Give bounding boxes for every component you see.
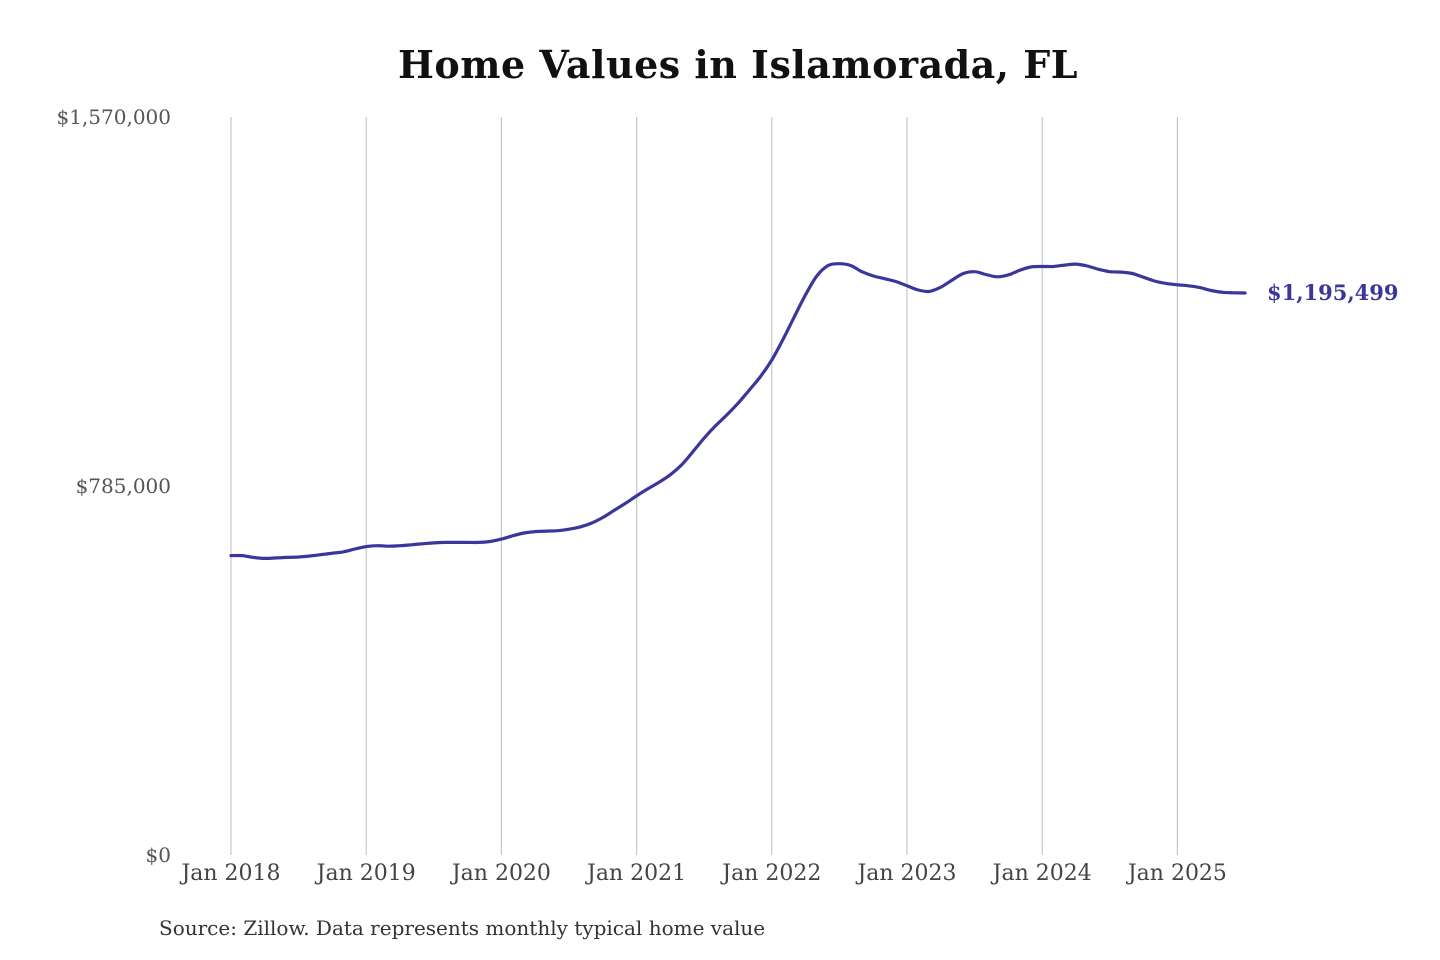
end-label-layer: $1,195,499	[1267, 280, 1399, 305]
source-note: Source: Zillow. Data represents monthly …	[159, 916, 766, 940]
y-tick-label: $0	[146, 843, 171, 867]
x-tick-label: Jan 2019	[315, 861, 416, 886]
y-tick-label: $1,570,000	[56, 105, 171, 129]
x-tick-label: Jan 2023	[855, 861, 956, 886]
chart-title: Home Values in Islamorada, FL	[398, 42, 1078, 87]
end-value-label: $1,195,499	[1267, 280, 1399, 305]
x-tick-label: Jan 2025	[1126, 861, 1227, 886]
y-tick-label: $785,000	[76, 474, 171, 498]
x-tick-label: Jan 2020	[450, 861, 551, 886]
y-axis-ticks: $0 $785,000 $1,570,000	[56, 105, 171, 867]
grid-lines	[230, 117, 1179, 855]
series-layer	[229, 262, 1247, 561]
series-line-0	[229, 262, 1247, 561]
x-tick-label: Jan 2021	[585, 861, 686, 886]
x-axis-ticks: Jan 2018 Jan 2019 Jan 2020 Jan 2021 Jan 2022…	[179, 861, 1226, 886]
x-tick-label: Jan 2022	[720, 861, 821, 886]
x-tick-label: Jan 2024	[991, 861, 1092, 886]
x-tick-label: Jan 2018	[179, 861, 280, 886]
